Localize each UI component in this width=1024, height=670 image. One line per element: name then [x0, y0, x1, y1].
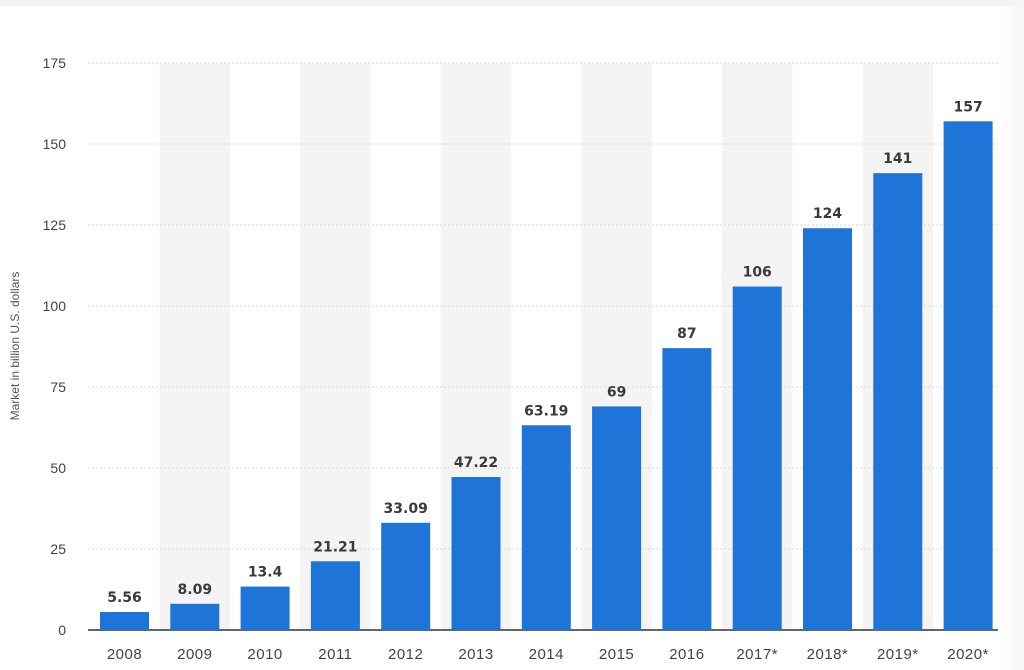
y-axis-ticks: 0 25 50 75 100 125 150 175	[43, 55, 67, 638]
x-tick-label: 2016	[669, 646, 704, 663]
bar-2010	[240, 586, 290, 630]
bar-2008	[100, 611, 149, 630]
data-label: 106	[743, 265, 772, 281]
bar-2011	[310, 561, 360, 630]
x-tick-label: 2017*	[736, 646, 778, 663]
right-edge	[998, 0, 1024, 670]
data-labels: 5.56 8.09 13.4 21.21 33.09 47.22 63.19 69 87 106 1…	[107, 99, 982, 606]
x-tick-label: 2014	[529, 646, 564, 663]
y-tick-label: 75	[50, 379, 66, 395]
bar-2012	[381, 522, 431, 630]
x-tick-label: 2020*	[947, 646, 989, 663]
data-label: 69	[607, 384, 626, 400]
y-tick-label: 150	[43, 136, 67, 152]
bar-2014	[521, 425, 571, 630]
data-label: 63.19	[524, 403, 568, 419]
data-label: 33.09	[384, 501, 428, 517]
data-label: 124	[813, 206, 842, 222]
x-tick-label: 2011	[318, 646, 352, 663]
data-label: 21.21	[313, 539, 357, 555]
data-label: 5.56	[107, 590, 142, 606]
x-tick-label: 2015	[599, 646, 634, 663]
x-tick-label: 2019*	[877, 646, 919, 663]
top-bar	[0, 0, 1024, 6]
data-label: 157	[953, 99, 982, 115]
band-1	[159, 63, 230, 630]
bar-2017	[732, 286, 782, 630]
bar-2016	[662, 348, 712, 630]
y-tick-label: 25	[50, 541, 66, 557]
bar-2018	[803, 228, 852, 631]
y-axis-label: Market in billion U.S. dollars	[8, 272, 22, 421]
x-tick-label: 2013	[458, 646, 493, 663]
bars	[100, 121, 993, 631]
x-tick-label: 2008	[107, 646, 142, 663]
bar-2013	[451, 477, 501, 630]
data-label: 13.4	[248, 565, 283, 581]
data-label: 47.22	[454, 455, 498, 471]
x-tick-label: 2009	[177, 646, 212, 663]
y-tick-label: 125	[43, 217, 67, 233]
bar-2019	[873, 173, 923, 630]
y-tick-label: 0	[58, 622, 66, 638]
y-tick-label: 100	[43, 298, 67, 314]
x-axis-ticks: 2008 2009 2010 2011 2012 2013 2014 2015 2016 2017…	[107, 646, 989, 663]
data-label: 8.09	[178, 582, 213, 598]
x-tick-label: 2018*	[807, 646, 849, 663]
band-3	[300, 63, 371, 630]
bar-2015	[592, 406, 642, 630]
x-tick-label: 2010	[247, 646, 282, 663]
bar-2020	[943, 121, 993, 630]
y-tick-label: 175	[43, 55, 67, 71]
bar-2009	[170, 603, 220, 630]
x-tick-label: 2012	[388, 646, 423, 663]
y-tick-label: 50	[50, 460, 66, 476]
data-label: 141	[883, 151, 912, 167]
data-label: 87	[677, 326, 696, 342]
